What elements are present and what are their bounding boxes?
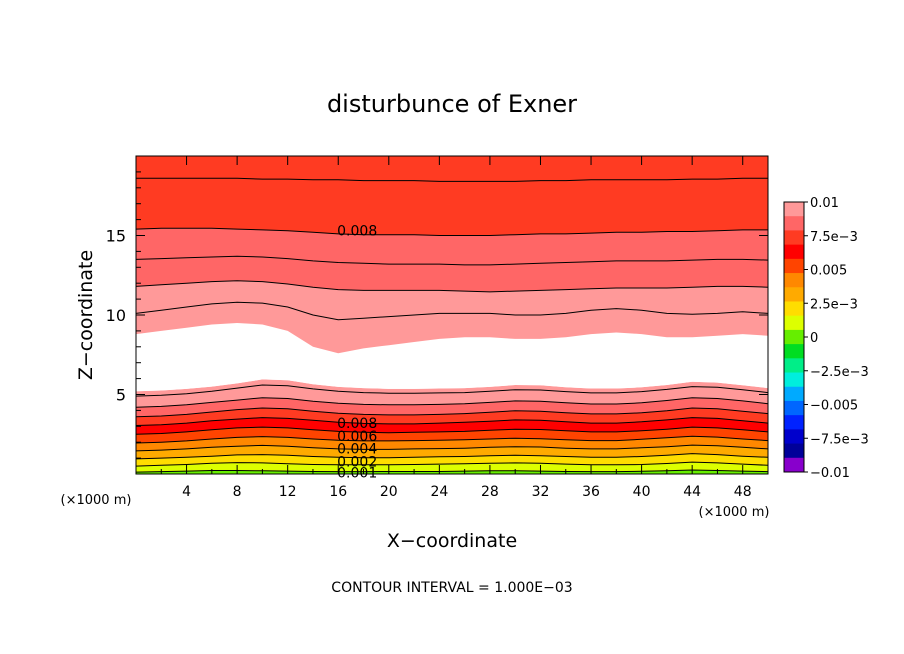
- contour-label-4: 0.002: [337, 454, 377, 470]
- colorbar-swatch-0: [784, 202, 804, 217]
- x-tick-label-32: 32: [532, 484, 550, 500]
- colorbar-swatch-7: [784, 301, 804, 317]
- x-tick-label-40: 40: [633, 484, 651, 500]
- x-tick-label-28: 28: [481, 484, 499, 500]
- contour-line-9: [136, 384, 768, 397]
- colorbar-label-2: 0.005: [810, 264, 847, 279]
- x-tick-label-24: 24: [430, 484, 448, 500]
- fill-band-lower-6: [136, 417, 768, 435]
- fill-band-upper-14: [136, 228, 768, 265]
- x-tick-label-20: 20: [380, 484, 398, 500]
- fill-band-upper-15: [136, 178, 768, 236]
- x-unit-left: (×1000 m): [61, 493, 132, 508]
- x-tick-label-12: 12: [279, 484, 297, 500]
- colorbar-swatch-15: [784, 415, 804, 430]
- chart-title: disturbunce of Exner: [327, 90, 577, 118]
- contour-line-15: [136, 227, 768, 236]
- colorbar-swatch-16: [784, 429, 804, 445]
- colorbar-label-1: 7.5e−3: [810, 230, 858, 245]
- y-tick-label-5: 5: [116, 386, 126, 405]
- footer-contour-interval: CONTOUR INTERVAL = 1.000E−03: [331, 580, 572, 596]
- fill-band-lower-7: [136, 408, 768, 426]
- colorbar-label-4: 0: [810, 331, 818, 346]
- colorbar-swatch-9: [784, 329, 804, 345]
- colorbar-label-7: −7.5e−3: [810, 432, 869, 447]
- fill-band-lower-10: [136, 379, 768, 397]
- x-tick-label-44: 44: [683, 484, 701, 500]
- fill-band-lower-9: [136, 385, 768, 408]
- fill-band-upper-16: [136, 156, 768, 182]
- contour-line-3: [136, 444, 768, 452]
- x-axis: 4 8 12 16 20 24 28 32 36 40 44 48: [160, 156, 752, 500]
- fill-band-upper-11: [136, 302, 768, 354]
- y-axis: 5 10 15: [106, 171, 768, 459]
- contour-line-0: [136, 469, 768, 473]
- contour-label-2: 0.006: [337, 429, 377, 445]
- fill-band-lower-4: [136, 436, 768, 451]
- contour-lines: [136, 177, 768, 473]
- filled-contours: [136, 156, 768, 474]
- colorbar-swatch-3: [784, 244, 804, 260]
- contour-label-0: 0.008: [337, 224, 377, 240]
- colorbar-swatch-6: [784, 287, 804, 302]
- contour-line-7: [136, 407, 768, 418]
- contour-label-5: 0.001: [337, 465, 377, 481]
- contour-line-1: [136, 461, 768, 467]
- colorbar-swatch-5: [784, 273, 804, 288]
- colorbar-swatch-10: [784, 344, 804, 359]
- colorbar-swatch-1: [784, 216, 804, 231]
- contour-line-8: [136, 397, 768, 408]
- fill-band-lower-0: [136, 470, 768, 474]
- fill-band-lower-2: [136, 453, 768, 467]
- fill-band-lower-5: [136, 427, 768, 443]
- x-tick-label-8: 8: [233, 484, 242, 500]
- colorbar-swatch-8: [784, 315, 804, 331]
- colorbar-swatch-17: [784, 443, 804, 459]
- x-tick-label-4: 4: [182, 484, 191, 500]
- colorbar-label-8: −0.01: [810, 466, 850, 481]
- contour-line-13: [136, 280, 768, 293]
- fill-band-white: [136, 323, 768, 392]
- contour-line-4: [136, 435, 768, 444]
- x-tick-label-48: 48: [734, 484, 752, 500]
- contour-line-2: [136, 453, 768, 460]
- contour-line-5: [136, 426, 768, 435]
- colorbar-label-5: −2.5e−3: [810, 365, 869, 380]
- colorbar-swatch-18: [784, 457, 804, 473]
- contour-line-14: [136, 255, 768, 266]
- colorbar-label-3: 2.5e−3: [810, 297, 858, 312]
- colorbar-swatch-14: [784, 400, 804, 416]
- colorbar-swatch-11: [784, 358, 804, 374]
- colorbar-label-0: 0.01: [810, 196, 839, 211]
- contour-line-12: [136, 301, 768, 321]
- x-tick-label-16: 16: [329, 484, 347, 500]
- colorbar-label-6: −0.005: [810, 399, 858, 414]
- contour-label-3: 0.004: [337, 442, 377, 458]
- x-tick-label-36: 36: [582, 484, 600, 500]
- contour-label-1: 0.008: [337, 416, 377, 432]
- y-axis-label: Z−coordinate: [75, 250, 97, 380]
- fill-band-lower-1: [136, 462, 768, 473]
- fill-band-upper-12: [136, 280, 768, 320]
- colorbar-swatch-13: [784, 386, 804, 402]
- x-unit-right: (×1000 m): [699, 505, 770, 520]
- y-tick-label-10: 10: [106, 306, 126, 325]
- colorbar: 0.01 7.5e−3 0.005 2.5e−3 0 −2.5e−3 −0.005 −7.5e…: [783, 196, 869, 481]
- colorbar-swatch-12: [784, 372, 804, 388]
- contour-line-6: [136, 417, 768, 426]
- fill-band-lower-8: [136, 397, 768, 417]
- fill-band-upper-13: [136, 256, 768, 292]
- colorbar-swatch-4: [784, 258, 804, 274]
- contour-line-16: [136, 177, 768, 182]
- colorbar-swatch-2: [784, 230, 804, 246]
- x-axis-label: X−coordinate: [387, 530, 517, 552]
- y-tick-label-15: 15: [106, 227, 126, 246]
